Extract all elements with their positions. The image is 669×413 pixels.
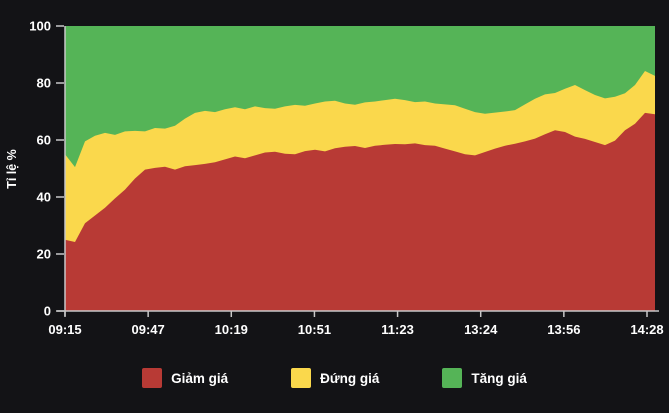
y-tick-label: 20: [37, 247, 51, 262]
legend-label-dung-gia: Đứng giá: [320, 370, 380, 386]
legend-item-dung-gia[interactable]: Đứng giá: [291, 368, 379, 388]
x-tick-label: 14:28: [630, 322, 663, 337]
y-tick-label: 60: [37, 133, 51, 148]
x-tick-label: 10:51: [298, 322, 331, 337]
area-giam-gia: [65, 112, 655, 312]
y-tick-label: 40: [37, 190, 51, 205]
legend-item-tang-gia[interactable]: Tăng giá: [442, 368, 527, 388]
x-tick-label: 10:19: [215, 322, 248, 337]
y-axis-title: Tỉ lệ %: [5, 149, 19, 189]
legend-label-tang-gia: Tăng giá: [471, 370, 527, 386]
x-tick-label: 11:23: [381, 322, 414, 337]
legend: Giảm giá Đứng giá Tăng giá: [0, 361, 669, 395]
y-tick-label: 0: [44, 304, 51, 319]
x-tick-label: 13:24: [464, 322, 498, 337]
legend-label-giam-gia: Giảm giá: [171, 370, 229, 386]
x-tick-label: 09:15: [48, 322, 81, 337]
legend-swatch-tang-gia: [442, 368, 463, 388]
y-tick-label: 100: [29, 19, 51, 34]
x-tick-label: 09:47: [132, 322, 165, 337]
stacked-area-plot: 0 20 40 60 80 100 09:15 09:47 10:19 10:51 11:23 13:…: [5, 19, 664, 338]
legend-swatch-dung-gia: [291, 368, 312, 388]
legend-swatch-giam-gia: [142, 368, 163, 388]
y-tick-label: 80: [37, 76, 51, 91]
legend-item-giam-gia[interactable]: Giảm giá: [142, 368, 228, 388]
x-tick-label: 13:56: [547, 322, 580, 337]
